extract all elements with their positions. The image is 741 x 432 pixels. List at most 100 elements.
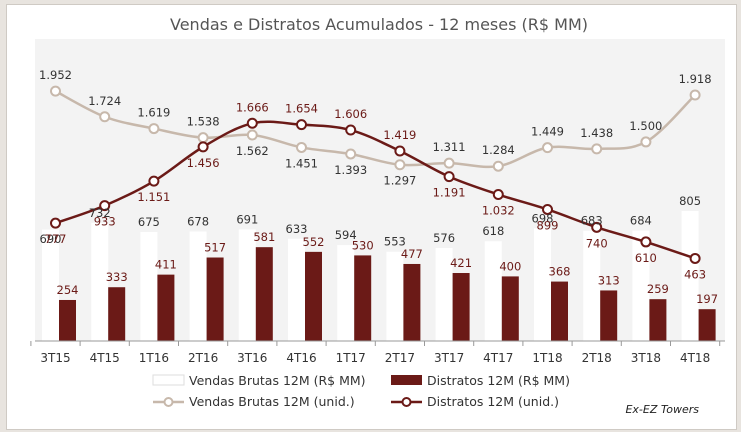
gross-sales-bar xyxy=(681,211,699,341)
gross-sales-bar-label: 684 xyxy=(630,214,652,228)
cancellation-units-label: 1.666 xyxy=(236,100,269,114)
cancellation-units-label: 610 xyxy=(635,251,657,265)
gross-sales-bar xyxy=(583,230,601,341)
gross-sales-bar-label: 576 xyxy=(433,231,455,245)
gross-sales-bar-label: 690 xyxy=(40,232,62,246)
cancellation-bar xyxy=(305,251,322,341)
x-tick-label: 3T17 xyxy=(434,351,464,365)
x-tick-label: 3T18 xyxy=(631,351,661,365)
gross-sales-units-label: 1.918 xyxy=(679,72,712,86)
gross-sales-units-label: 1.500 xyxy=(629,119,662,133)
gross-sales-bar-label: 691 xyxy=(236,212,258,226)
gross-sales-units-marker xyxy=(591,143,603,155)
gross-sales-bar-label: 553 xyxy=(384,235,406,249)
cancellation-bar xyxy=(698,309,716,341)
gross-sales-bar xyxy=(288,238,305,341)
legend-swatch-gross-sales-bars xyxy=(152,374,185,386)
gross-sales-units-label: 1.724 xyxy=(88,94,121,108)
footnote: Ex-EZ Towers xyxy=(625,403,699,416)
cancellation-units-label: 933 xyxy=(94,215,116,229)
gross-sales-units-label: 1.438 xyxy=(580,126,613,140)
gross-sales-bar-label: 698 xyxy=(532,211,554,225)
cancellation-units-marker xyxy=(197,141,209,153)
gross-sales-units-label: 1.619 xyxy=(137,106,170,120)
cancellation-bar-label: 530 xyxy=(352,238,374,252)
cancellation-units-label: 463 xyxy=(684,267,706,281)
cancellation-units-marker xyxy=(492,189,504,201)
cancellation-units-marker xyxy=(99,200,111,212)
gross-sales-units-label: 1.393 xyxy=(334,163,367,177)
x-tick-label: 1T16 xyxy=(139,351,169,365)
x-axis-ticks: 3T15 4T15 1T16 2T16 3T16 4T16 1T17 2T17 3T17 4T17… xyxy=(30,341,721,365)
cancellation-bars xyxy=(59,247,716,341)
cancellation-units-label: 1.032 xyxy=(482,204,515,218)
cancellation-units-marker xyxy=(689,252,701,264)
cancellation-units-marker xyxy=(345,124,357,136)
chart-panel: Vendas e Distratos Acumulados - 12 meses… xyxy=(6,4,737,430)
cancellation-units-label: 1.191 xyxy=(433,186,466,200)
legend-label-gross-sales-bars: Vendas Brutas 12M (R$ MM) xyxy=(189,373,366,388)
gross-sales-bar-label: 633 xyxy=(286,222,308,236)
chart-title: Vendas e Distratos Acumulados - 12 meses… xyxy=(170,15,588,34)
cancellation-units-label: 1.606 xyxy=(334,107,367,121)
cancellation-bar-label: 581 xyxy=(253,230,275,244)
gross-sales-units-marker xyxy=(492,160,504,172)
cancellation-units-marker xyxy=(443,171,455,183)
gross-sales-bar xyxy=(42,229,59,341)
gross-sales-units-label: 1.562 xyxy=(236,144,269,158)
gross-sales-bar-label: 683 xyxy=(581,214,603,228)
gross-sales-bar-label: 732 xyxy=(89,206,111,220)
series-lines xyxy=(50,85,701,264)
x-tick-label: 1T17 xyxy=(336,351,366,365)
gross-sales-units-marker xyxy=(345,148,357,160)
cancellation-units-marker xyxy=(246,117,258,129)
gross-sales-units-marker xyxy=(50,85,61,97)
x-tick-label: 4T16 xyxy=(286,351,316,365)
gross-sales-units-marker xyxy=(99,111,111,123)
cancellation-bar-label: 477 xyxy=(401,247,423,261)
gross-sales-bar-label: 805 xyxy=(679,194,701,208)
cancellation-bar xyxy=(501,276,519,341)
gross-sales-bar xyxy=(238,229,256,341)
gross-sales-bar xyxy=(435,247,453,341)
gross-sales-units-marker xyxy=(542,142,553,154)
legend-swatch-cancellation-bars xyxy=(391,375,422,385)
cancellation-units-label: 1.151 xyxy=(137,190,170,204)
cancellation-units-marker xyxy=(591,221,603,233)
x-tick-label: 2T17 xyxy=(385,351,415,365)
gross-sales-bar xyxy=(189,231,207,341)
x-tick-label: 4T15 xyxy=(90,351,120,365)
gross-sales-units-marker xyxy=(197,132,209,144)
x-tick-label: 4T17 xyxy=(483,351,513,365)
cancellation-bar xyxy=(108,287,126,341)
cancellation-bar xyxy=(157,274,175,341)
gross-sales-units-label: 1.311 xyxy=(433,140,466,154)
gross-sales-bar-label: 594 xyxy=(335,228,357,242)
cancellation-bar-label: 259 xyxy=(647,282,669,296)
cancellation-units-marker xyxy=(542,203,553,215)
gross-sales-units-marker xyxy=(246,129,258,141)
x-tick-label: 3T15 xyxy=(40,351,70,365)
gross-sales-bar xyxy=(91,222,109,341)
cancellation-bar-label: 517 xyxy=(204,241,226,255)
x-tick-label: 3T16 xyxy=(237,351,267,365)
cancellation-units-marker xyxy=(296,119,307,131)
cancellation-bar xyxy=(354,255,372,341)
gross-sales-units-label: 1.284 xyxy=(482,143,515,157)
gross-sales-bar xyxy=(337,245,355,341)
gross-sales-units-marker xyxy=(148,123,160,135)
gross-sales-bar-label: 675 xyxy=(138,215,160,229)
cancellation-bar-label: 411 xyxy=(155,258,177,272)
cancellation-units-marker xyxy=(50,217,61,229)
gross-sales-bar xyxy=(534,228,551,341)
gross-sales-units-label: 1.952 xyxy=(39,68,72,82)
gross-sales-bars xyxy=(42,211,699,341)
gross-sales-bar xyxy=(632,230,650,341)
cancellation-units-label: 1.419 xyxy=(383,128,416,142)
chart: Vendas e Distratos Acumulados - 12 meses… xyxy=(30,15,725,416)
x-tick-label: 2T18 xyxy=(582,351,612,365)
cancellation-bar xyxy=(255,247,273,341)
cancellation-bar-label: 333 xyxy=(106,270,128,284)
cancellation-units-marker xyxy=(394,145,406,157)
legend-label-gross-sales-units: Vendas Brutas 12M (unid.) xyxy=(189,394,355,409)
